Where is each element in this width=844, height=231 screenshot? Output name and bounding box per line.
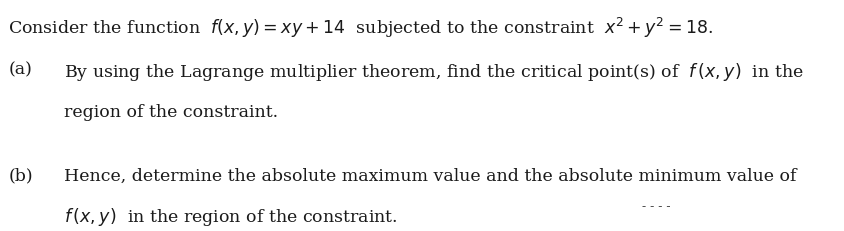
Text: (b): (b) [8, 168, 33, 185]
Text: (a): (a) [8, 61, 32, 78]
Text: - - - -: - - - - [641, 200, 670, 213]
Text: Consider the function  $f(x, y) = xy+14$  subjected to the constraint  $x^{2}+y^: Consider the function $f(x, y) = xy+14$ … [8, 16, 714, 40]
Text: $f\,(x, y)$  in the region of the constraint.: $f\,(x, y)$ in the region of the constra… [64, 206, 398, 228]
Text: By using the Lagrange multiplier theorem, find the critical point(s) of  $f\,(x,: By using the Lagrange multiplier theorem… [64, 61, 803, 83]
Text: Hence, determine the absolute maximum value and the absolute minimum value of: Hence, determine the absolute maximum va… [64, 168, 797, 185]
Text: region of the constraint.: region of the constraint. [64, 104, 279, 121]
